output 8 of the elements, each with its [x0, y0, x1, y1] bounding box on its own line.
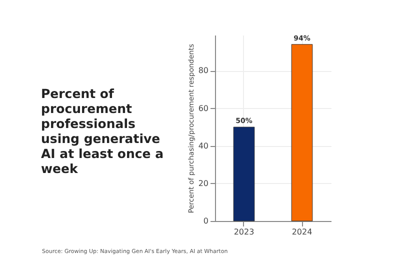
- y-tick-label: 40: [198, 141, 208, 150]
- y-tick-label: 20: [198, 178, 208, 188]
- text: Percent of procurement professionals using generative AI at least once a week: [41, 86, 165, 176]
- x-tick-label: 2024: [292, 228, 312, 236]
- x-tick-label: 2023: [234, 228, 254, 236]
- y-tick-label: 80: [198, 66, 208, 76]
- y-tick-label: 0: [203, 216, 208, 226]
- y-tick-label: 60: [198, 104, 208, 113]
